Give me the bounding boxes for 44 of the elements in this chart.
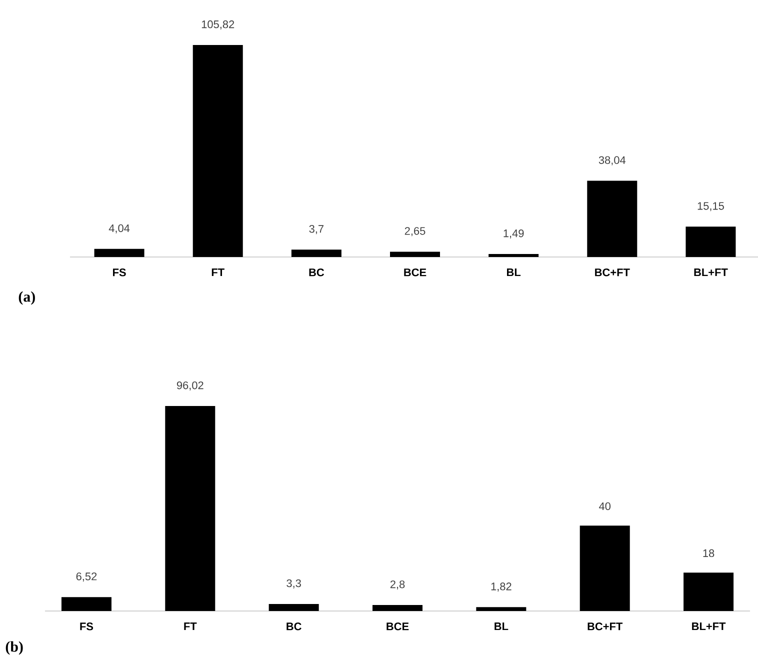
data-label: 1,82 xyxy=(491,582,512,592)
data-label: 40 xyxy=(599,502,611,510)
x-tick-label: BCE xyxy=(386,622,409,630)
bar xyxy=(488,254,539,257)
data-label: 2,65 xyxy=(404,227,426,236)
data-label: 3,3 xyxy=(286,579,301,588)
data-label: 96,02 xyxy=(176,381,204,390)
bar xyxy=(372,605,423,611)
x-tick-label: FT xyxy=(212,268,224,276)
data-label: 6,52 xyxy=(76,572,97,582)
x-tick-label: BCE xyxy=(404,268,426,276)
x-tick-label: BC+FT xyxy=(588,622,623,630)
bar xyxy=(94,248,144,257)
x-tick-label: BL+FT xyxy=(694,268,728,276)
x-tick-label: BC xyxy=(286,622,302,630)
bar xyxy=(268,604,319,611)
bar xyxy=(476,607,526,611)
text: (b) xyxy=(6,641,23,655)
x-tick-label: BL xyxy=(494,622,508,630)
bar xyxy=(684,572,734,611)
data-label: 105,82 xyxy=(202,20,234,30)
x-tick-label: BL xyxy=(507,268,521,276)
x-tick-label: BL+FT xyxy=(692,622,726,630)
bar xyxy=(390,252,440,257)
data-label: 4,04 xyxy=(108,224,130,234)
bar xyxy=(686,226,736,257)
x-tick-label: FS xyxy=(80,622,94,630)
x-tick-label: BC xyxy=(309,268,324,276)
bar xyxy=(165,406,216,611)
data-label: 15,15 xyxy=(698,202,724,212)
bar xyxy=(192,44,243,257)
x-tick-label: FS xyxy=(113,268,126,276)
text: (a) xyxy=(18,291,35,305)
data-label: 3,7 xyxy=(309,225,324,234)
data-label: 2,8 xyxy=(390,580,405,590)
bar xyxy=(580,526,630,611)
bar xyxy=(291,250,342,257)
bar xyxy=(61,597,112,611)
x-tick-label: BC+FT xyxy=(595,268,630,276)
data-label: 1,49 xyxy=(504,229,524,238)
data-label: 38,04 xyxy=(598,156,626,166)
x-tick-label: FT xyxy=(184,622,197,630)
data-label: 18 xyxy=(703,549,714,558)
bar xyxy=(587,180,638,257)
